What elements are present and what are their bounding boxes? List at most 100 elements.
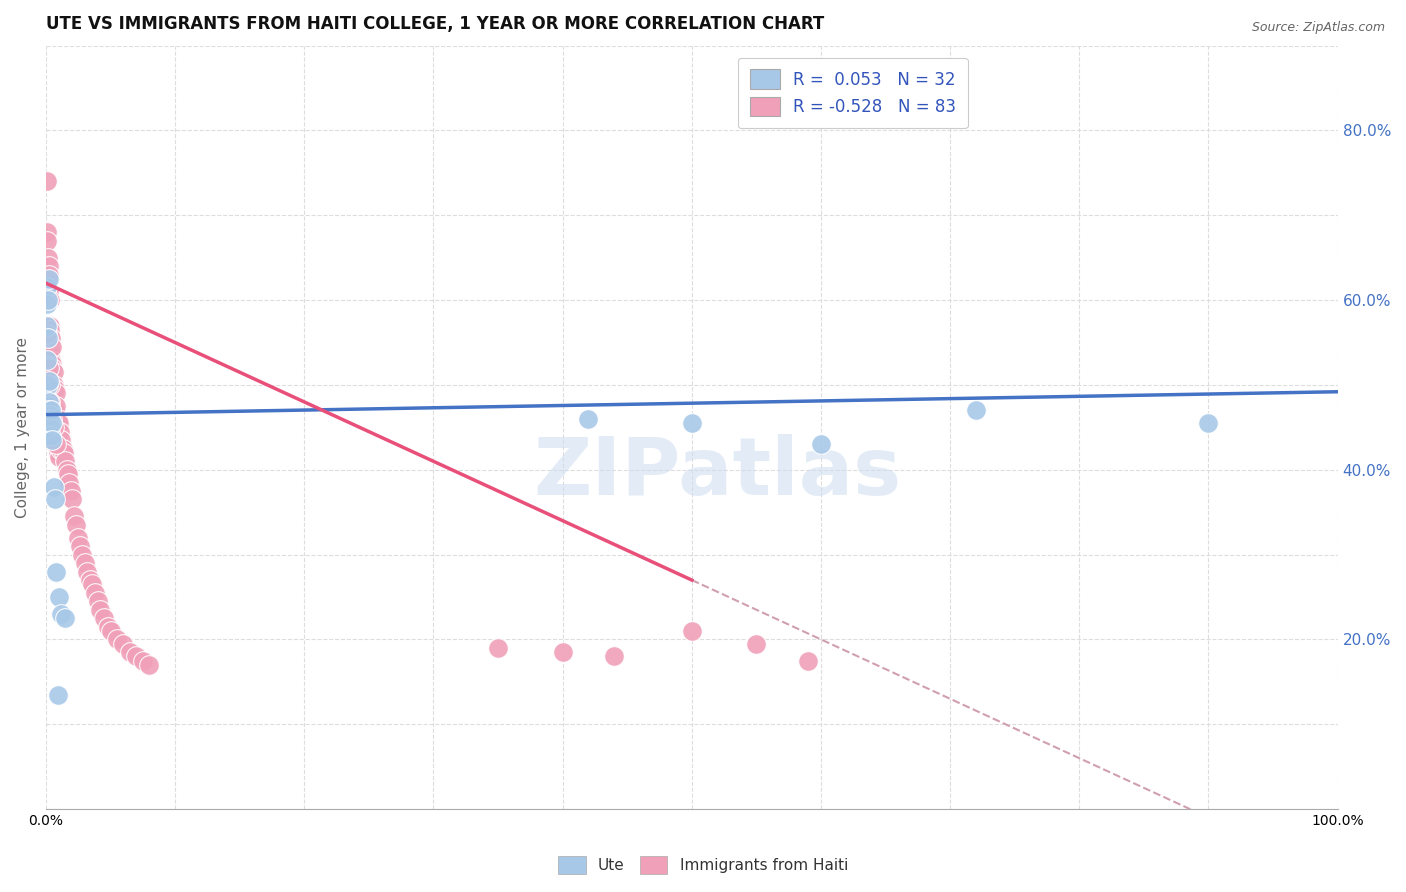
Point xyxy=(35,225,58,239)
Point xyxy=(46,412,69,426)
Point xyxy=(48,450,70,464)
Point xyxy=(38,318,60,333)
Point xyxy=(37,399,59,413)
Point xyxy=(51,433,73,447)
Point xyxy=(67,531,90,545)
Point xyxy=(38,412,60,426)
Point xyxy=(965,403,987,417)
Point xyxy=(41,357,63,371)
Point xyxy=(112,637,135,651)
Point xyxy=(46,429,69,443)
Point xyxy=(97,620,120,634)
Point xyxy=(39,331,62,345)
Point xyxy=(37,293,59,307)
Y-axis label: College, 1 year or more: College, 1 year or more xyxy=(15,337,30,518)
Point xyxy=(51,607,73,621)
Point xyxy=(35,280,58,294)
Point xyxy=(35,297,58,311)
Point xyxy=(125,649,148,664)
Point xyxy=(42,480,65,494)
Point xyxy=(70,548,93,562)
Point xyxy=(60,492,83,507)
Point xyxy=(45,386,67,401)
Point xyxy=(45,416,67,430)
Point xyxy=(42,382,65,396)
Point xyxy=(44,492,66,507)
Point xyxy=(48,433,70,447)
Point xyxy=(41,433,63,447)
Point xyxy=(45,399,67,413)
Point xyxy=(745,637,768,651)
Point xyxy=(63,509,86,524)
Point xyxy=(58,475,80,490)
Point xyxy=(53,454,76,468)
Point xyxy=(42,408,65,422)
Point xyxy=(810,437,832,451)
Point xyxy=(69,539,91,553)
Point xyxy=(38,340,60,354)
Point xyxy=(38,259,60,273)
Point xyxy=(37,378,59,392)
Point xyxy=(65,517,87,532)
Point xyxy=(138,657,160,672)
Point xyxy=(38,272,60,286)
Point xyxy=(37,276,59,290)
Text: ZIPatlas: ZIPatlas xyxy=(533,434,901,512)
Point xyxy=(39,352,62,367)
Point xyxy=(37,234,59,248)
Point xyxy=(93,611,115,625)
Point xyxy=(39,378,62,392)
Point xyxy=(37,331,59,345)
Point xyxy=(42,420,65,434)
Point xyxy=(37,327,59,342)
Point xyxy=(79,573,101,587)
Point xyxy=(45,565,67,579)
Point xyxy=(35,174,58,188)
Point xyxy=(44,403,66,417)
Point xyxy=(76,565,98,579)
Point xyxy=(52,442,75,456)
Point xyxy=(486,640,509,655)
Point xyxy=(38,318,60,333)
Point xyxy=(89,603,111,617)
Point xyxy=(41,340,63,354)
Point xyxy=(41,412,63,426)
Point xyxy=(48,416,70,430)
Point xyxy=(86,594,108,608)
Legend: R =  0.053   N = 32, R = -0.528   N = 83: R = 0.053 N = 32, R = -0.528 N = 83 xyxy=(738,58,967,128)
Point xyxy=(39,420,62,434)
Point xyxy=(55,463,77,477)
Point xyxy=(132,654,155,668)
Point xyxy=(100,624,122,638)
Point xyxy=(45,437,67,451)
Point xyxy=(49,442,72,456)
Point xyxy=(56,467,79,481)
Point xyxy=(681,624,703,638)
Point xyxy=(105,632,128,647)
Point xyxy=(46,688,69,702)
Point xyxy=(39,403,62,417)
Point xyxy=(41,386,63,401)
Point xyxy=(797,654,820,668)
Point xyxy=(53,611,76,625)
Point xyxy=(37,251,59,265)
Text: UTE VS IMMIGRANTS FROM HAITI COLLEGE, 1 YEAR OR MORE CORRELATION CHART: UTE VS IMMIGRANTS FROM HAITI COLLEGE, 1 … xyxy=(46,15,824,33)
Point xyxy=(59,483,82,498)
Point xyxy=(49,425,72,439)
Point xyxy=(44,425,66,439)
Point xyxy=(73,556,96,570)
Legend: Ute, Immigrants from Haiti: Ute, Immigrants from Haiti xyxy=(553,850,853,880)
Point xyxy=(41,361,63,376)
Point xyxy=(38,268,60,282)
Point xyxy=(551,645,574,659)
Point xyxy=(681,416,703,430)
Point xyxy=(37,293,59,307)
Point xyxy=(53,446,76,460)
Point xyxy=(39,323,62,337)
Point xyxy=(46,446,69,460)
Text: Source: ZipAtlas.com: Source: ZipAtlas.com xyxy=(1251,21,1385,34)
Point xyxy=(38,293,60,307)
Point xyxy=(38,378,60,392)
Point xyxy=(42,365,65,379)
Point xyxy=(38,395,60,409)
